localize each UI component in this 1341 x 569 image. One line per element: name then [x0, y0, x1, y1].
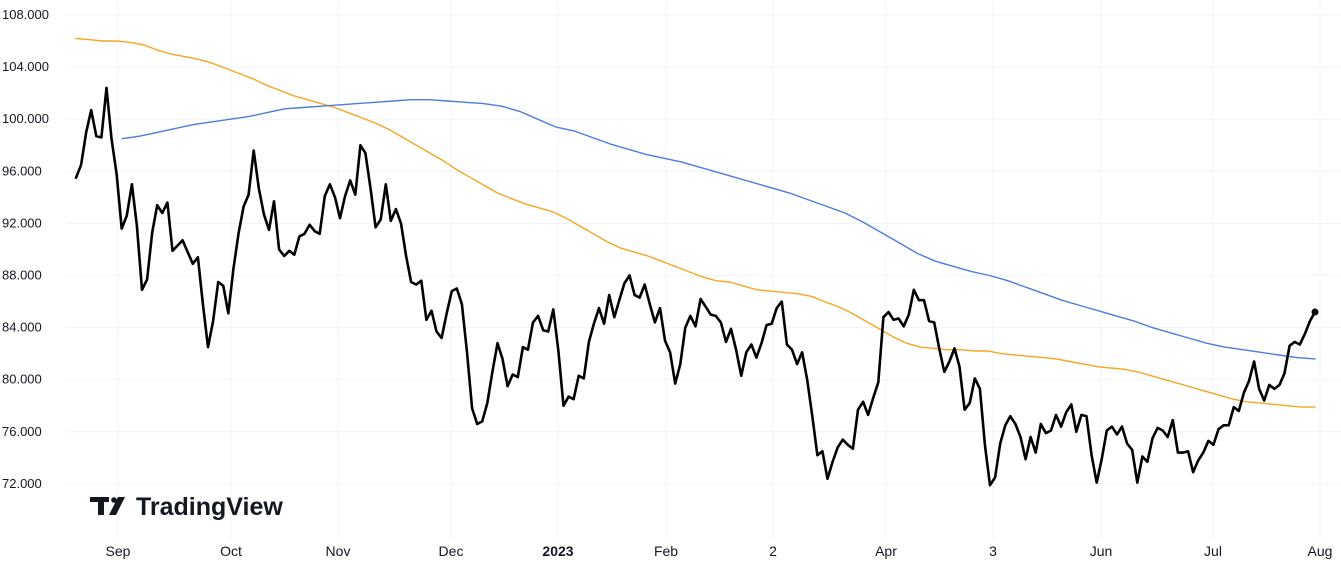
series-line-ma-orange	[75, 37, 1316, 408]
tradingview-logo-icon	[90, 497, 125, 515]
x-axis: Sep Oct Nov Dec 2023 Feb 2 Apr 3 Jun Jul Aug	[106, 543, 1333, 559]
chart-grid	[66, 0, 1341, 540]
y-tick-label: 108.000	[2, 7, 49, 22]
series-line-ma-blue	[121, 98, 1316, 360]
y-axis: 108.000 104.000 100.000 96.000 92.000 88.000 8…	[2, 7, 49, 491]
series-line-price	[74, 86, 1317, 487]
y-tick-label: 76.000	[2, 424, 42, 439]
y-tick-label: 84.000	[2, 320, 42, 335]
last-price-marker	[1311, 308, 1319, 316]
x-tick-label: Jul	[1204, 543, 1222, 559]
tradingview-logo-text: TradingView	[136, 493, 283, 521]
y-tick-label: 72.000	[2, 476, 42, 491]
x-tick-label: 2	[769, 543, 777, 559]
x-tick-label: 2023	[542, 543, 573, 559]
y-tick-label: 80.000	[2, 372, 42, 387]
y-tick-label: 104.000	[2, 59, 49, 74]
x-tick-label: Apr	[875, 543, 897, 559]
x-tick-label: Feb	[654, 543, 678, 559]
series-layer	[74, 37, 1319, 487]
x-tick-label: Dec	[439, 543, 464, 559]
x-tick-label: Jun	[1090, 543, 1113, 559]
tradingview-logo: TradingView	[90, 493, 283, 521]
y-tick-label: 100.000	[2, 111, 49, 126]
x-tick-label: 3	[989, 543, 997, 559]
y-tick-label: 88.000	[2, 268, 42, 283]
y-tick-label: 92.000	[2, 215, 42, 230]
x-tick-label: Oct	[220, 543, 242, 559]
x-tick-label: Nov	[326, 543, 351, 559]
x-tick-label: Sep	[106, 543, 131, 559]
x-tick-label: Aug	[1308, 543, 1333, 559]
y-tick-label: 96.000	[2, 163, 42, 178]
